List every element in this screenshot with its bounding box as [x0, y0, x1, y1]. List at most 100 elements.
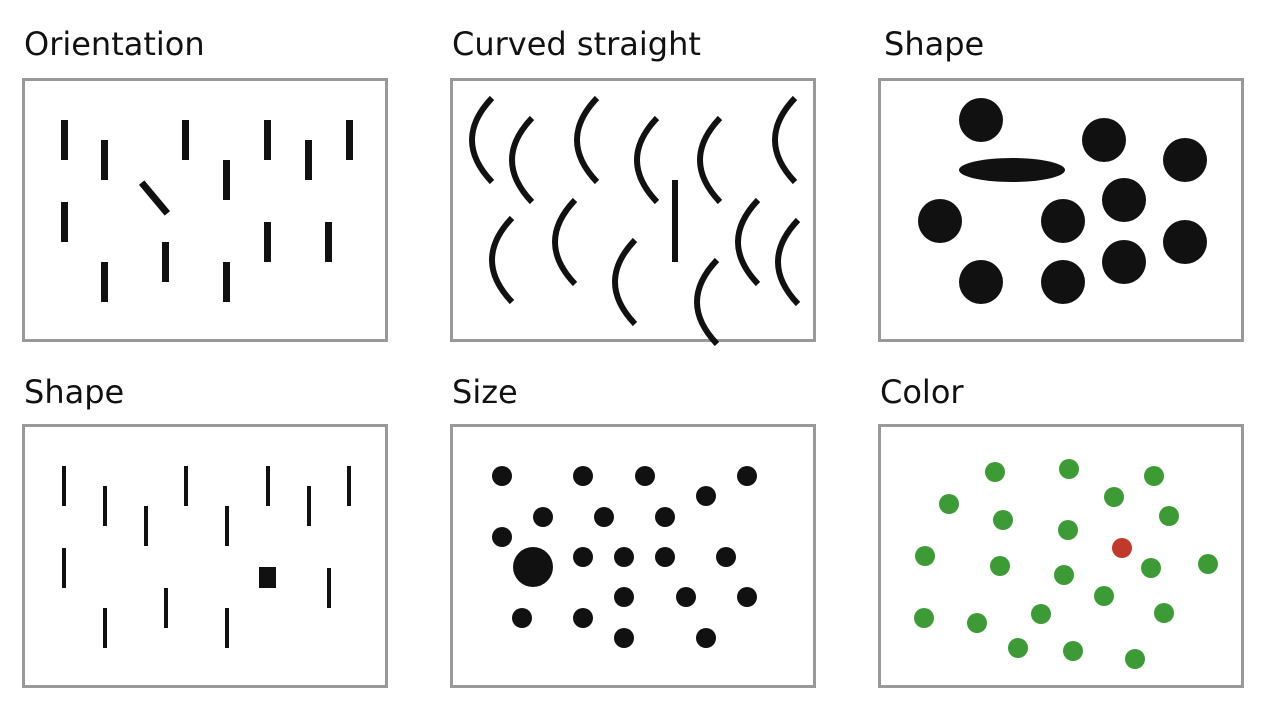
panel-title-size: Size — [452, 373, 518, 411]
green-dot — [1125, 649, 1145, 669]
thin-bar — [327, 568, 331, 608]
arc — [574, 95, 600, 185]
color-panel — [878, 424, 1244, 688]
arc — [612, 237, 638, 327]
square-target — [259, 567, 276, 588]
small-dot — [655, 547, 675, 567]
curvature-display — [469, 95, 801, 347]
arc — [772, 95, 798, 185]
circle — [1041, 199, 1085, 243]
panel-title-color: Color — [880, 373, 964, 411]
size-display — [492, 466, 757, 648]
thin-bar — [266, 466, 270, 506]
shape-square-panel — [22, 424, 388, 688]
tilted-bar-target — [138, 180, 171, 216]
green-dot — [1104, 487, 1124, 507]
thin-bar — [347, 466, 351, 506]
green-dot — [1063, 641, 1083, 661]
small-dot — [716, 547, 736, 567]
vertical-bar — [325, 222, 332, 262]
thin-bar — [184, 466, 188, 506]
arc — [697, 115, 723, 205]
circle — [1041, 260, 1085, 304]
shape-display-bars — [62, 466, 351, 648]
small-dot — [614, 547, 634, 567]
green-dot — [1058, 520, 1078, 540]
panel-title-orientation: Orientation — [24, 25, 205, 63]
vertical-bar — [223, 160, 230, 200]
green-dot — [990, 556, 1010, 576]
arc — [552, 197, 578, 287]
small-dot — [573, 466, 593, 486]
green-dot — [1054, 565, 1074, 585]
arc — [694, 257, 720, 347]
small-dot — [696, 486, 716, 506]
vertical-bar — [101, 140, 108, 180]
small-dot — [737, 466, 757, 486]
arc — [509, 115, 535, 205]
circle — [918, 199, 962, 243]
vertical-bar — [264, 222, 271, 262]
thin-bar — [307, 486, 311, 526]
shape-display-circles — [918, 98, 1207, 304]
color-display — [914, 459, 1218, 669]
green-dot — [993, 510, 1013, 530]
small-dot — [737, 587, 757, 607]
green-dot — [1008, 638, 1028, 658]
circle — [1163, 220, 1207, 264]
circle — [1102, 240, 1146, 284]
small-dot — [492, 466, 512, 486]
size-panel — [450, 424, 816, 688]
curved-straight-panel — [450, 78, 816, 347]
orientation-panel — [22, 78, 388, 342]
shape-ellipse-panel — [878, 78, 1244, 342]
vertical-bar — [61, 202, 68, 242]
orientation-display — [61, 120, 353, 302]
small-dot — [573, 547, 593, 567]
circle — [1102, 178, 1146, 222]
panel-title-shape-ellipse: Shape — [884, 25, 985, 63]
green-dot — [939, 494, 959, 514]
thin-bar — [62, 548, 66, 588]
thin-bar — [225, 506, 229, 546]
green-dot — [1031, 604, 1051, 624]
green-dot — [985, 462, 1005, 482]
panel-title-shape-square: Shape — [24, 373, 125, 411]
small-dot — [655, 507, 675, 527]
large-dot-target — [513, 547, 553, 587]
arc — [489, 215, 515, 305]
vertical-bar — [264, 120, 271, 160]
small-dot — [594, 507, 614, 527]
circle — [959, 260, 1003, 304]
vertical-bar — [61, 120, 68, 160]
thin-bar — [225, 608, 229, 648]
green-dot — [1154, 603, 1174, 623]
small-dot — [635, 466, 655, 486]
green-dot — [914, 608, 934, 628]
panel-title-curved-straight: Curved straight — [452, 25, 701, 63]
ellipse-target — [959, 158, 1065, 182]
green-dot — [1094, 586, 1114, 606]
small-dot — [614, 587, 634, 607]
vertical-bar — [346, 120, 353, 160]
vertical-bar — [305, 140, 312, 180]
green-dot — [1141, 558, 1161, 578]
thin-bar — [62, 466, 66, 506]
green-dot — [915, 546, 935, 566]
arc — [775, 217, 801, 307]
small-dot — [676, 587, 696, 607]
arc — [735, 197, 761, 287]
thin-bar — [144, 506, 148, 546]
arc — [469, 95, 495, 185]
green-dot — [1144, 466, 1164, 486]
red-dot-target — [1112, 538, 1132, 558]
vertical-bar — [223, 262, 230, 302]
circle — [959, 98, 1003, 142]
small-dot — [512, 608, 532, 628]
straight-line-target — [672, 180, 678, 262]
small-dot — [533, 507, 553, 527]
circle — [1082, 118, 1126, 162]
circle — [1163, 138, 1207, 182]
arc — [634, 115, 660, 205]
thin-bar — [103, 608, 107, 648]
